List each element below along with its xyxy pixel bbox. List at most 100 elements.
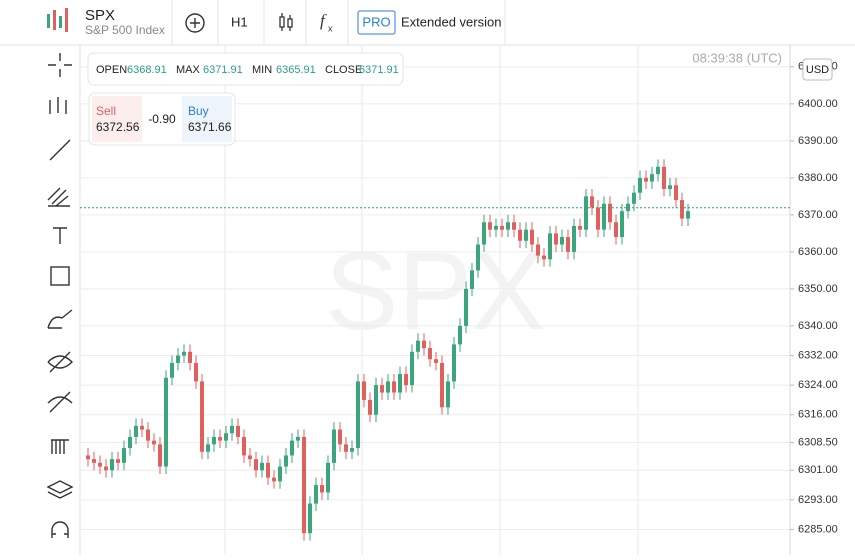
candle-body <box>374 385 378 415</box>
candle-body <box>494 225 498 230</box>
buy-price: 6371.66 <box>188 120 232 134</box>
y-tick-label: 6340.00 <box>798 320 838 332</box>
candle-body <box>590 196 594 208</box>
candle-body <box>362 381 366 400</box>
candle-body <box>308 503 312 534</box>
candle-body <box>464 288 468 326</box>
currency-button[interactable] <box>802 58 833 81</box>
candle-body <box>350 448 354 452</box>
min-value: 6365.91 <box>276 64 316 76</box>
pro-badge[interactable] <box>357 10 396 35</box>
candle-body <box>164 377 168 467</box>
y-tick-label: 6370.00 <box>798 209 838 221</box>
candle-body <box>506 222 510 230</box>
add-indicator-button[interactable] <box>185 13 205 33</box>
candle-body <box>92 459 96 463</box>
candle-body <box>572 225 576 252</box>
candle-body <box>368 399 372 415</box>
candle-body <box>458 325 462 345</box>
candle-body <box>356 381 360 449</box>
candle-body <box>380 385 384 393</box>
brush-tool[interactable] <box>47 309 73 329</box>
svg-text:f: f <box>320 11 327 30</box>
candle-body <box>152 440 156 445</box>
clock: 08:39:38 (UTC) <box>692 50 782 65</box>
hide-tool-2[interactable] <box>47 391 73 413</box>
candle-body <box>680 200 684 219</box>
y-tick-label: 6400.00 <box>798 98 838 110</box>
candle-body <box>476 244 480 271</box>
candle-body <box>434 359 438 363</box>
candle-body <box>668 185 672 189</box>
candle-body <box>194 362 198 382</box>
candle-body <box>398 374 402 393</box>
fib-tool[interactable] <box>47 187 70 207</box>
candle-body <box>608 203 612 223</box>
extended-version[interactable]: Extended version <box>401 14 501 29</box>
close-value: 6371.91 <box>359 64 399 76</box>
candle-body <box>602 203 606 230</box>
layers-tool[interactable] <box>46 480 74 499</box>
y-tick-label: 6293.00 <box>798 494 838 506</box>
candle-body <box>536 244 540 256</box>
text-tool[interactable] <box>53 227 67 244</box>
left-toolbar <box>46 53 74 538</box>
max-label: MAX <box>176 64 201 76</box>
candle-body <box>302 436 306 534</box>
candle-body <box>596 207 600 230</box>
candle-body <box>452 344 456 382</box>
sell-button[interactable] <box>92 96 142 142</box>
chart-type-button[interactable] <box>279 13 293 31</box>
candle-body <box>242 436 246 456</box>
spread: -0.90 <box>148 112 176 126</box>
y-tick-label: 6380.00 <box>798 172 838 184</box>
currency: USD <box>806 64 829 76</box>
candle-body <box>632 192 636 204</box>
candle-body <box>248 455 252 460</box>
candle-body <box>410 351 414 386</box>
candle-body <box>188 351 192 363</box>
y-tick-label: 6308.50 <box>798 436 838 448</box>
candle-body <box>116 459 120 463</box>
candle-body <box>440 362 444 408</box>
candle-body <box>158 444 162 467</box>
candle-body <box>344 444 348 452</box>
close-label: CLOSE <box>325 64 362 76</box>
indicators-tool[interactable] <box>49 97 67 114</box>
candle-body <box>482 222 486 245</box>
candle-body <box>212 436 216 445</box>
interval-button[interactable]: H1 <box>231 14 248 29</box>
candle-body <box>488 222 492 230</box>
candle-body <box>278 466 282 482</box>
candle-body <box>512 222 516 230</box>
buy-button[interactable] <box>182 96 232 142</box>
candle-body <box>644 177 648 182</box>
candle-body <box>236 425 240 437</box>
candle-body <box>428 348 432 360</box>
candle-body <box>524 229 528 241</box>
max-value: 6371.91 <box>203 64 243 76</box>
candle-body <box>404 374 408 386</box>
candle-body <box>392 381 396 393</box>
crosshair-tool[interactable] <box>48 53 72 77</box>
candle-body <box>218 436 222 441</box>
candle-body <box>272 477 276 482</box>
y-tick-label: 6324.00 <box>798 379 838 391</box>
candle-body <box>554 233 558 245</box>
symbol: SPX <box>85 7 115 24</box>
hide-tool[interactable] <box>47 351 73 373</box>
pro-label: PRO <box>362 14 390 29</box>
y-tick-label: 6350.00 <box>798 283 838 295</box>
line-tool[interactable] <box>49 139 71 161</box>
candle-body <box>200 381 204 452</box>
sell-price: 6372.56 <box>96 120 140 134</box>
buy-label: Buy <box>188 104 209 118</box>
candle-body <box>296 436 300 441</box>
rect-tool[interactable] <box>50 266 70 286</box>
delete-tool[interactable] <box>51 439 69 454</box>
candle-body <box>326 462 330 493</box>
magnet-tool[interactable] <box>51 521 69 538</box>
